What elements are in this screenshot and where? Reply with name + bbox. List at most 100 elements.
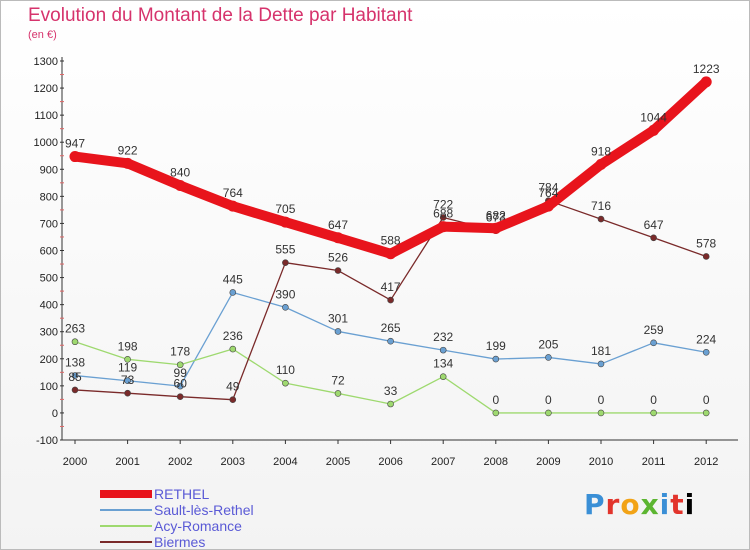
data-label: 73 xyxy=(121,373,135,387)
data-label: 722 xyxy=(433,197,453,211)
data-point xyxy=(545,354,552,361)
proxiti-logo: Proxiti xyxy=(584,488,695,521)
data-label: 85 xyxy=(68,370,82,384)
y-tick-label: 1100 xyxy=(34,110,58,122)
data-point xyxy=(437,221,449,233)
x-tick-label: 2008 xyxy=(484,456,508,468)
data-point xyxy=(282,304,289,311)
data-point xyxy=(650,339,657,347)
data-point xyxy=(702,409,710,417)
data-point xyxy=(597,360,605,368)
data-point xyxy=(71,372,79,379)
logo-letter: i xyxy=(659,488,671,521)
data-point xyxy=(227,200,239,212)
y-tick-label: 0 xyxy=(52,408,58,420)
data-point xyxy=(334,328,342,335)
data-label: 647 xyxy=(644,218,664,232)
data-point xyxy=(439,214,447,221)
legend-label: Sault-lès-Rethel xyxy=(154,502,254,518)
data-label: 99 xyxy=(174,366,188,380)
logo-letter: o xyxy=(620,488,641,521)
y-tick-label: 300 xyxy=(40,327,58,339)
data-label: 0 xyxy=(650,393,657,407)
data-point xyxy=(334,390,342,397)
y-tick-label: 700 xyxy=(40,218,58,230)
data-label: 764 xyxy=(223,186,243,200)
data-point xyxy=(229,289,237,296)
legend-swatch xyxy=(100,525,152,527)
legend-item: Acy-Romance xyxy=(100,518,360,534)
data-point xyxy=(122,157,134,169)
data-label: 301 xyxy=(328,311,348,325)
data-point xyxy=(492,409,500,417)
legend-swatch xyxy=(100,490,152,498)
data-label: 445 xyxy=(223,272,243,286)
data-point xyxy=(597,409,605,417)
data-point xyxy=(334,267,342,274)
data-label: 236 xyxy=(223,329,243,343)
data-point xyxy=(650,234,657,242)
data-point xyxy=(124,356,131,363)
data-label: 578 xyxy=(696,236,716,250)
y-tick-label: 100 xyxy=(40,381,58,393)
data-point xyxy=(71,386,79,394)
data-point xyxy=(385,248,397,260)
x-tick-label: 2006 xyxy=(378,456,402,468)
x-tick-label: 2009 xyxy=(536,456,560,468)
data-point xyxy=(176,361,184,369)
x-tick-label: 2000 xyxy=(63,456,87,468)
logo-letter: r xyxy=(605,488,621,521)
data-label: 417 xyxy=(381,280,401,294)
y-tick-label: 1200 xyxy=(34,83,58,95)
data-label: 688 xyxy=(433,207,453,221)
y-tick-label: 1000 xyxy=(34,137,58,149)
data-label: 0 xyxy=(545,393,552,407)
data-label: 922 xyxy=(118,143,138,157)
data-label: 716 xyxy=(591,199,611,213)
legend-item: RETHEL xyxy=(100,486,360,502)
data-label: 72 xyxy=(331,373,345,387)
data-point xyxy=(282,259,289,266)
y-tick-label: 900 xyxy=(40,164,58,176)
chart-title: Evolution du Montant de la Dette par Hab… xyxy=(28,5,413,26)
data-label: 263 xyxy=(65,322,85,336)
logo-letter: x xyxy=(640,488,660,521)
y-tick-label: -100 xyxy=(36,435,58,447)
data-label: 110 xyxy=(276,363,295,377)
x-tick-label: 2012 xyxy=(694,456,718,468)
data-label: 947 xyxy=(65,137,85,151)
data-label: 682 xyxy=(486,208,506,222)
data-label: 1044 xyxy=(640,110,667,124)
data-label: 840 xyxy=(170,166,190,180)
data-label: 60 xyxy=(174,377,188,391)
logo-letter: P xyxy=(584,488,606,521)
legend-swatch xyxy=(100,509,152,511)
logo-letter: i xyxy=(684,488,696,521)
data-label: 49 xyxy=(226,380,240,394)
x-tick-label: 2005 xyxy=(326,456,350,468)
data-point xyxy=(69,151,81,163)
data-label: 181 xyxy=(591,344,611,358)
data-label: 199 xyxy=(486,339,506,353)
data-point xyxy=(545,409,552,417)
data-point xyxy=(279,216,291,228)
data-label: 232 xyxy=(433,330,453,344)
data-label: 178 xyxy=(170,345,190,359)
data-point xyxy=(650,409,657,417)
data-label: 138 xyxy=(65,356,85,370)
data-point xyxy=(542,200,554,212)
data-label: 0 xyxy=(703,393,710,407)
y-tick-label: 600 xyxy=(40,246,58,258)
data-point xyxy=(387,400,394,408)
data-point xyxy=(229,345,237,353)
data-point xyxy=(332,232,344,244)
data-label: 784 xyxy=(538,181,558,195)
data-point xyxy=(439,346,447,354)
data-label: 705 xyxy=(275,202,295,216)
chart-legend: RETHEL Sault-lès-Rethel Acy-Romance Biermes xyxy=(100,486,360,550)
x-tick-label: 2002 xyxy=(168,456,192,468)
x-tick-label: 2007 xyxy=(431,456,455,468)
data-point xyxy=(124,377,131,385)
